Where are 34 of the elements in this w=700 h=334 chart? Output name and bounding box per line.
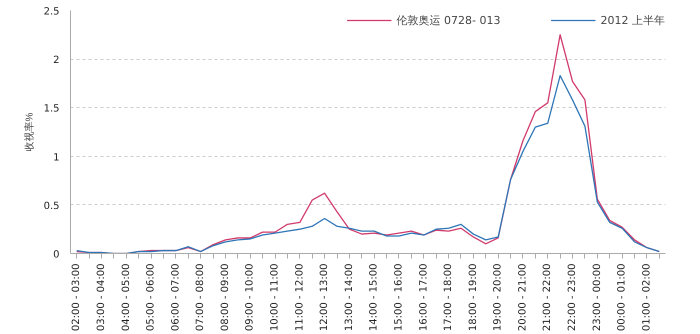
x-tick-label: 18:00 - 19:00 [468, 263, 479, 332]
x-tick-label: 09:00 - 10:00 [244, 263, 256, 332]
x-tick-label: 16:00 - 17:00 [418, 263, 430, 332]
x-tick-label: 08:00 - 09:00 [220, 263, 231, 332]
x-tick-label: 11:00 - 12:00 [294, 263, 306, 332]
x-tick-label: 13:00 - 14:00 [344, 263, 355, 332]
y-tick-label: 2.5 [44, 6, 60, 18]
x-tick-label: 15:00 - 16:00 [393, 263, 404, 332]
y-tick-label: 0 [53, 250, 60, 260]
x-tick-label: 12:00 - 13:00 [319, 263, 330, 332]
x-tick-label: 23:00 - 00:00 [592, 263, 603, 332]
y-tick-label: 0.5 [44, 200, 60, 212]
x-tick-label: 03:00 - 04:00 [96, 263, 107, 332]
x-tick-label: 17:00 - 18:00 [443, 263, 454, 332]
x-tick-label: 05:00 - 06:00 [146, 263, 157, 332]
x-tick-label: 10:00 - 11:00 [270, 263, 281, 332]
x-tick-label: 19:00 - 20:00 [492, 263, 504, 332]
y-tick-label: 1.5 [44, 104, 60, 115]
x-tick-label: 00:00 - 01:00 [616, 263, 628, 332]
y-tick-label: 1 [53, 152, 60, 164]
x-tick-label: 20:00 - 21:00 [517, 263, 528, 332]
x-tick-label: 07:00 - 08:00 [195, 263, 206, 332]
y-tick-label: 2 [53, 55, 60, 66]
x-tick-label: 22:00 - 23:00 [567, 263, 578, 332]
x-tick-label: 06:00 - 07:00 [170, 263, 182, 332]
x-tick-label: 04:00 - 05:00 [120, 263, 132, 332]
x-tick-label: 14:00 - 15:00 [368, 263, 380, 332]
legend-label: 2012 上半年 [600, 12, 665, 28]
x-tick-label: 01:00 - 02:00 [641, 263, 652, 332]
legend-label: 伦敦奥运 0728- 013 [396, 12, 500, 28]
x-tick-label: 02:00 - 03:00 [71, 263, 82, 332]
y-axis-title: 收视率% [24, 112, 36, 152]
line-series [76, 74, 660, 254]
x-tick-label: 21:00 - 22:00 [542, 263, 554, 332]
